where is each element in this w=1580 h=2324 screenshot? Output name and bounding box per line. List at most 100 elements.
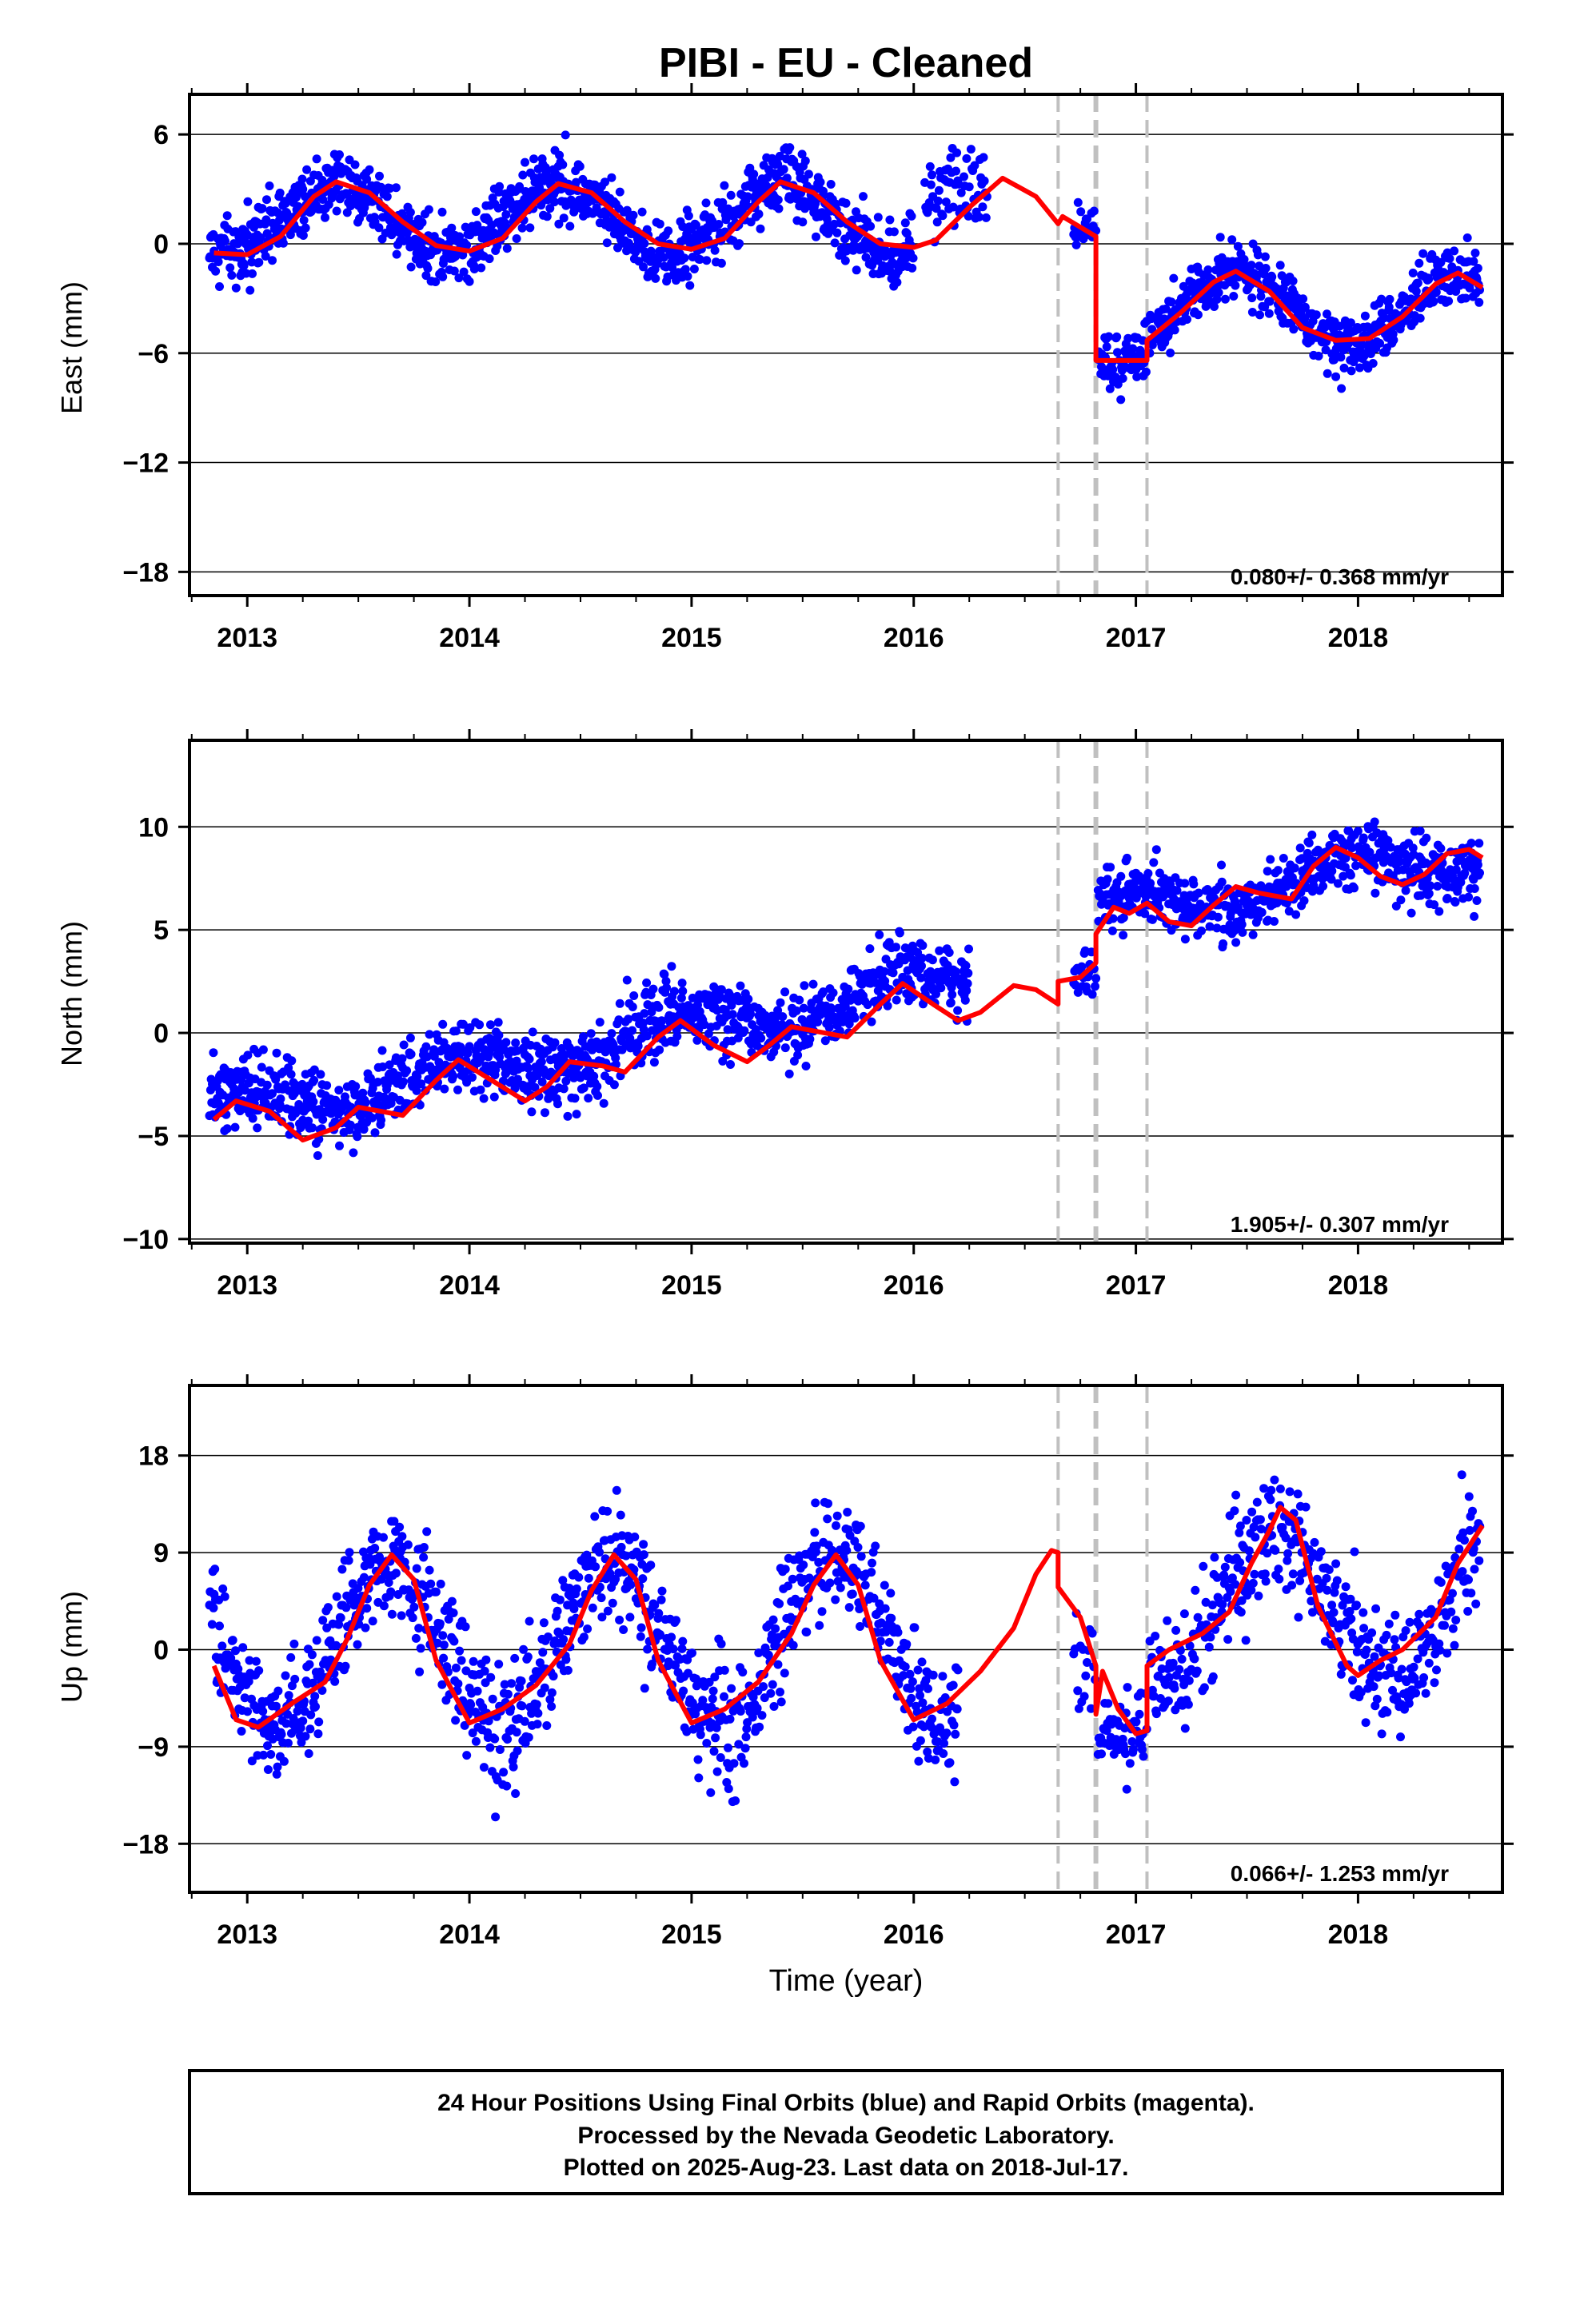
up-data-point — [585, 1574, 593, 1583]
up-data-point — [702, 1739, 711, 1748]
north-data-point — [1274, 866, 1283, 875]
north-data-point — [1091, 982, 1099, 991]
east-data-point — [965, 182, 974, 191]
up-data-point — [380, 1601, 389, 1610]
east-data-point — [962, 154, 971, 163]
up-data-point — [548, 1688, 557, 1697]
up-data-point — [724, 1744, 732, 1752]
up-data-point — [639, 1540, 648, 1549]
up-data-point — [694, 1773, 703, 1782]
north-data-point — [1319, 882, 1327, 891]
east-data-point — [518, 224, 527, 233]
up-data-point — [452, 1664, 461, 1672]
north-y-tick-label: −10 — [122, 1225, 169, 1255]
north-data-point — [964, 979, 972, 988]
east-x-tick-label: 2018 — [1328, 623, 1389, 653]
east-data-point — [935, 186, 944, 195]
east-data-point — [852, 265, 861, 274]
north-data-point — [1238, 928, 1247, 937]
north-data-point — [670, 987, 679, 996]
up-data-point — [1235, 1558, 1244, 1567]
north-data-point — [948, 991, 956, 999]
up-data-point — [525, 1733, 533, 1742]
up-data-point — [770, 1702, 779, 1711]
east-data-point — [1169, 274, 1178, 283]
up-data-point — [861, 1581, 870, 1589]
up-data-point — [264, 1765, 273, 1774]
up-data-point — [1242, 1636, 1251, 1644]
east-data-point — [1424, 275, 1433, 284]
north-data-point — [744, 995, 752, 1003]
east-data-point — [702, 198, 711, 207]
east-data-point — [302, 165, 311, 174]
chart-title: PIBI - EU - Cleaned — [659, 40, 1033, 86]
up-data-point — [547, 1702, 556, 1711]
up-data-point — [513, 1747, 522, 1756]
north-data-point — [947, 999, 956, 1007]
north-data-point — [936, 983, 945, 992]
up-data-point — [777, 1697, 786, 1706]
east-data-point — [1116, 395, 1125, 404]
north-data-point — [273, 1049, 281, 1058]
north-data-point — [287, 1056, 296, 1065]
up-data-point — [625, 1612, 634, 1621]
north-data-point — [1305, 839, 1314, 847]
north-data-point — [1396, 895, 1405, 904]
east-data-point — [1103, 342, 1111, 351]
up-data-point — [313, 1636, 321, 1644]
up-data-point — [856, 1522, 865, 1531]
north-data-point — [1474, 860, 1482, 869]
up-data-point — [886, 1589, 895, 1597]
up-data-point — [217, 1641, 226, 1650]
east-data-point — [1255, 310, 1264, 319]
north-data-point — [785, 1070, 794, 1078]
north-data-point — [667, 962, 676, 971]
north-data-point — [468, 1073, 477, 1082]
north-data-point — [1475, 868, 1484, 877]
east-data-point — [827, 180, 836, 189]
north-data-point — [851, 1014, 860, 1022]
up-data-point — [1184, 1700, 1193, 1709]
up-data-point — [333, 1593, 341, 1601]
up-data-point — [517, 1701, 526, 1710]
east-data-point — [866, 222, 875, 231]
east-data-point — [684, 212, 693, 221]
north-data-point — [475, 1020, 484, 1029]
east-data-point — [885, 216, 894, 225]
up-data-point — [818, 1607, 827, 1616]
up-data-point — [857, 1552, 866, 1561]
east-data-point — [279, 239, 288, 248]
north-data-point — [825, 1023, 834, 1032]
north-data-point — [1279, 854, 1288, 863]
east-data-point — [640, 239, 648, 248]
east-data-point — [525, 223, 534, 232]
east-data-point — [321, 213, 329, 222]
north-data-point — [778, 1012, 787, 1021]
east-data-point — [934, 197, 943, 205]
east-data-point — [1409, 269, 1418, 277]
east-data-point — [735, 239, 744, 248]
up-data-point — [590, 1512, 599, 1521]
east-data-point — [909, 253, 918, 262]
up-data-point — [646, 1561, 655, 1569]
up-data-point — [738, 1668, 747, 1676]
east-data-point — [780, 165, 788, 173]
north-data-point — [486, 1020, 495, 1029]
up-data-point — [237, 1727, 246, 1736]
north-data-point — [678, 987, 687, 995]
up-data-point — [640, 1550, 648, 1559]
up-data-point — [337, 1613, 345, 1622]
up-data-point — [266, 1750, 275, 1759]
north-data-point — [309, 1076, 318, 1085]
east-data-point — [774, 196, 783, 205]
up-data-point — [210, 1565, 219, 1573]
east-data-point — [1231, 281, 1239, 290]
east-data-point — [565, 222, 574, 231]
up-data-point — [908, 1677, 917, 1686]
east-data-point — [1369, 359, 1378, 368]
up-data-point — [709, 1687, 718, 1696]
east-data-point — [518, 171, 527, 180]
up-data-point — [788, 1575, 797, 1584]
north-data-point — [1249, 931, 1258, 939]
